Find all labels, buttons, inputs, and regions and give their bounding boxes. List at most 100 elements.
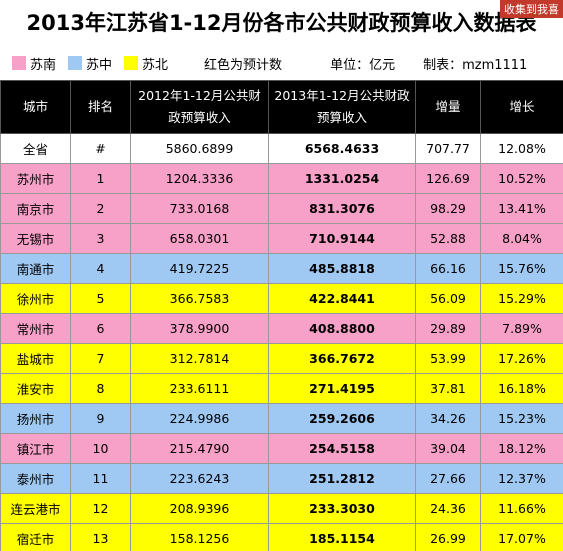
table-cell: 251.2812 bbox=[268, 463, 416, 494]
table-cell: 12 bbox=[70, 493, 131, 524]
legend-item: 苏北 bbox=[124, 54, 168, 73]
table-cell: 全省 bbox=[0, 133, 71, 164]
table-cell: 3 bbox=[70, 223, 131, 254]
legend-swatch bbox=[12, 56, 26, 70]
table-row: 南通市 4 419.7225 485.8818 66.16 15.76% bbox=[0, 253, 563, 284]
unit: 单位：亿元 bbox=[330, 57, 396, 73]
table-cell: 扬州市 bbox=[0, 403, 71, 434]
table-cell: 408.8800 bbox=[268, 313, 416, 344]
table-cell: 宿迁市 bbox=[0, 523, 71, 551]
table-cell: 1 bbox=[70, 163, 131, 194]
table-cell: 126.69 bbox=[415, 163, 481, 194]
table-row: 徐州市 5 366.7583 422.8441 56.09 15.29% bbox=[0, 283, 563, 314]
legend-label: 苏北 bbox=[142, 57, 169, 73]
table-cell: 710.9144 bbox=[268, 223, 416, 254]
table-cell: 17.26% bbox=[480, 343, 563, 374]
legend-item: 苏中 bbox=[68, 54, 112, 73]
table-cell: 271.4195 bbox=[268, 373, 416, 404]
table-cell: 98.29 bbox=[415, 193, 481, 224]
table-cell: 158.1256 bbox=[130, 523, 269, 551]
table-cell: 233.3030 bbox=[268, 493, 416, 524]
table-cell: 419.7225 bbox=[130, 253, 269, 284]
table-cell: 12.37% bbox=[480, 463, 563, 494]
table-cell: 13.41% bbox=[480, 193, 563, 224]
table-cell: 10 bbox=[70, 433, 131, 464]
table-cell: 56.09 bbox=[415, 283, 481, 314]
table-cell: 53.99 bbox=[415, 343, 481, 374]
table-cell: 66.16 bbox=[415, 253, 481, 284]
table-cell: 215.4790 bbox=[130, 433, 269, 464]
table-cell: 707.77 bbox=[415, 133, 481, 164]
table-cell: 185.1154 bbox=[268, 523, 416, 551]
table-cell: 南通市 bbox=[0, 253, 71, 284]
table-cell: 10.52% bbox=[480, 163, 563, 194]
table-row: 南京市 2 733.0168 831.3076 98.29 13.41% bbox=[0, 193, 563, 224]
table-cell: 15.23% bbox=[480, 403, 563, 434]
table-cell: 7 bbox=[70, 343, 131, 374]
table-cell: 259.2606 bbox=[268, 403, 416, 434]
table-cell: 37.81 bbox=[415, 373, 481, 404]
table-cell: 9 bbox=[70, 403, 131, 434]
table-cell: 2 bbox=[70, 193, 131, 224]
legend-swatch bbox=[124, 56, 139, 70]
table-cell: 366.7583 bbox=[130, 283, 269, 314]
table-cell: 223.6243 bbox=[130, 463, 269, 494]
table-cell: 485.8818 bbox=[268, 253, 416, 284]
legend-label: 苏中 bbox=[86, 57, 113, 73]
table-cell: 658.0301 bbox=[130, 223, 269, 254]
table-cell: 208.9396 bbox=[130, 493, 269, 524]
table-row: 连云港市 12 208.9396 233.3030 24.36 11.66% bbox=[0, 493, 563, 524]
legend-note: 红色为预计数 bbox=[204, 57, 283, 73]
table-cell: 苏州市 bbox=[0, 163, 71, 194]
table-cell: 11.66% bbox=[480, 493, 563, 524]
legend-swatch bbox=[68, 56, 83, 70]
table-cell: 泰州市 bbox=[0, 463, 71, 494]
table-cell: 徐州市 bbox=[0, 283, 71, 314]
table-cell: 1204.3336 bbox=[130, 163, 269, 194]
table-cell: 34.26 bbox=[415, 403, 481, 434]
badge[interactable]: 收集到我喜 bbox=[500, 0, 563, 18]
table-row: 镇江市 10 215.4790 254.5158 39.04 18.12% bbox=[0, 433, 563, 464]
table-cell: 378.9900 bbox=[130, 313, 269, 344]
table-cell: 淮安市 bbox=[0, 373, 71, 404]
column-header: 2013年1-12月公共财政预算收入 bbox=[268, 80, 416, 134]
table-row: 盐城市 7 312.7814 366.7672 53.99 17.26% bbox=[0, 343, 563, 374]
table-cell: 16.18% bbox=[480, 373, 563, 404]
table-cell: 366.7672 bbox=[268, 343, 416, 374]
table-cell: 12.08% bbox=[480, 133, 563, 164]
column-header: 2012年1-12月公共财政预算收入 bbox=[130, 80, 269, 134]
table-cell: 无锡市 bbox=[0, 223, 71, 254]
table-cell: 南京市 bbox=[0, 193, 71, 224]
table-cell: 镇江市 bbox=[0, 433, 71, 464]
table-cell: 233.6111 bbox=[130, 373, 269, 404]
title: 2013年江苏省1-12月份各市公共财政预算收入数据表 bbox=[26, 11, 537, 35]
column-header: 排名 bbox=[70, 80, 131, 134]
table-cell: 连云港市 bbox=[0, 493, 71, 524]
column-header: 增长 bbox=[480, 80, 563, 134]
legend: 苏南 苏中 苏北 红色为预计数 单位：亿元 制表：mzm1111 bbox=[0, 46, 563, 80]
table-cell: 39.04 bbox=[415, 433, 481, 464]
table-cell: 422.8441 bbox=[268, 283, 416, 314]
table-cell: 5860.6899 bbox=[130, 133, 269, 164]
table-row: 淮安市 8 233.6111 271.4195 37.81 16.18% bbox=[0, 373, 563, 404]
table-cell: 24.36 bbox=[415, 493, 481, 524]
table-cell: 盐城市 bbox=[0, 343, 71, 374]
table-cell: 15.29% bbox=[480, 283, 563, 314]
table-cell: 7.89% bbox=[480, 313, 563, 344]
table-cell: 254.5158 bbox=[268, 433, 416, 464]
table-cell: 17.07% bbox=[480, 523, 563, 551]
table-cell: 18.12% bbox=[480, 433, 563, 464]
table-cell: 15.76% bbox=[480, 253, 563, 284]
author: 制表：mzm1111 bbox=[423, 57, 528, 73]
table-cell: 1331.0254 bbox=[268, 163, 416, 194]
table-cell: 13 bbox=[70, 523, 131, 551]
table-row: 全省 #5860.6899 6568.4633 707.77 12.08% bbox=[0, 133, 563, 164]
legend-item: 苏南 bbox=[12, 54, 56, 73]
table-cell: 6 bbox=[70, 313, 131, 344]
table-cell: 831.3076 bbox=[268, 193, 416, 224]
table-row: 泰州市 11 223.6243 251.2812 27.66 12.37% bbox=[0, 463, 563, 494]
table-cell: 8.04% bbox=[480, 223, 563, 254]
table-cell: 29.89 bbox=[415, 313, 481, 344]
header-row: 城市 排名 2012年1-12月公共财政预算收入 2013年1-12月公共财政预算收入… bbox=[0, 80, 563, 134]
